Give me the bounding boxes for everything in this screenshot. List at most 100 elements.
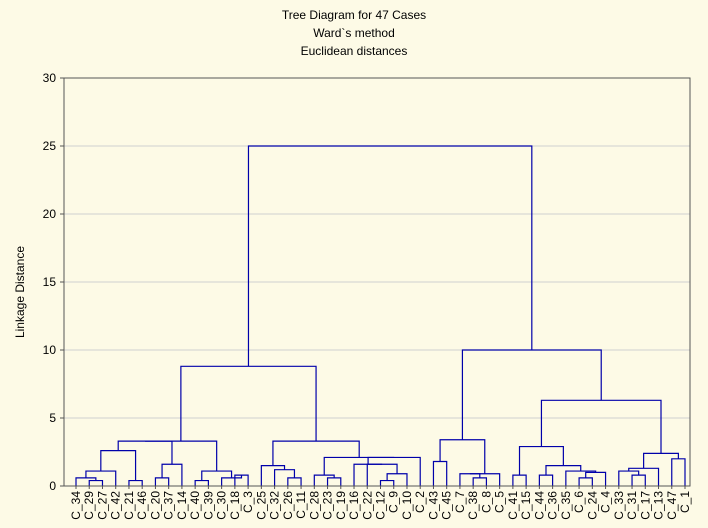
grid-lines (64, 145, 690, 419)
merge-link (469, 473, 501, 486)
dendrogram-links (75, 145, 686, 486)
leaf-label: C_10 (400, 491, 414, 520)
merge-link (671, 458, 686, 486)
leaf-label: C_39 (201, 491, 215, 520)
merge-link (578, 477, 593, 486)
y-axis-label: Linkage Distance (13, 246, 27, 338)
leaf-label: C_4 (599, 491, 613, 513)
leaf-label: C_37 (162, 491, 176, 520)
leaf-label: C_12 (374, 491, 388, 520)
y-tick-label: 5 (49, 411, 56, 425)
y-tick-label: 25 (43, 139, 57, 153)
leaf-label: C_23 (321, 491, 335, 520)
leaf-label: C_5 (493, 491, 507, 513)
merge-link (117, 440, 173, 465)
y-tick-label: 20 (43, 207, 57, 221)
leaf-label: C_18 (228, 491, 242, 520)
y-tick-label: 10 (43, 343, 57, 357)
leaf-label: C_34 (69, 491, 83, 520)
y-tick-label: 0 (49, 479, 56, 493)
leaf-label: C_16 (347, 491, 361, 520)
leaf-label: C_27 (95, 491, 109, 520)
merge-link (260, 465, 286, 486)
merge-link (75, 477, 97, 486)
leaf-label: C_33 (612, 491, 626, 520)
leaf-label: C_9 (387, 491, 401, 513)
chart-titles: Tree Diagram for 47 Cases Ward`s method … (0, 0, 708, 60)
leaf-label: C_14 (175, 491, 189, 520)
merge-link (461, 349, 602, 440)
merge-link (631, 474, 646, 486)
merge-link (194, 479, 209, 486)
merge-link (326, 477, 342, 486)
merge-link (585, 471, 607, 486)
y-tick-label: 15 (43, 275, 57, 289)
merge-link (161, 463, 183, 486)
leaf-label: C_41 (506, 491, 520, 520)
leaf-label: C_17 (638, 491, 652, 520)
chart-subtitle-method: Ward`s method (313, 26, 395, 40)
merge-link (565, 470, 597, 486)
leaf-label: C_22 (360, 491, 374, 520)
merge-link (145, 440, 218, 472)
merge-link (88, 479, 104, 486)
leaf-label: C_13 (652, 491, 666, 520)
leaf-label: C_43 (426, 491, 440, 520)
leaf-label: C_1 (678, 491, 692, 513)
leaf-label: C_11 (294, 491, 308, 519)
merge-link (643, 452, 679, 469)
leaf-label: C_8 (479, 491, 493, 513)
leaf-label: C_35 (559, 491, 573, 520)
leaf-label: C_21 (122, 491, 136, 520)
leaf-label: C_26 (281, 491, 295, 520)
leaf-label: C_31 (625, 491, 639, 520)
y-axis: 0 5 10 15 20 25 30 (43, 71, 64, 493)
leaf-label: C_6 (572, 491, 586, 513)
merge-link (366, 463, 398, 486)
leaf-label: C_3 (241, 491, 255, 513)
y-tick-label: 30 (43, 71, 57, 85)
leaf-label: C_20 (148, 491, 162, 520)
merge-link (247, 145, 533, 367)
merge-link (518, 445, 564, 476)
leaf-label: C_47 (665, 491, 679, 520)
merge-link (618, 470, 640, 486)
merge-link (540, 399, 662, 454)
leaf-label: C_19 (334, 491, 348, 520)
merge-link (538, 474, 554, 486)
merge-link (272, 440, 360, 466)
merge-link (128, 479, 143, 486)
leaf-label: C_24 (585, 491, 599, 520)
merge-link (180, 365, 317, 442)
leaf-label: C_38 (466, 491, 480, 520)
leaf-label: C_36 (546, 491, 560, 520)
leaf-label: C_44 (532, 491, 546, 520)
chart-title: Tree Diagram for 47 Cases (281, 8, 427, 22)
merge-link (154, 477, 170, 486)
merge-link (201, 470, 233, 481)
merge-link (432, 460, 448, 486)
leaf-label: C_40 (188, 491, 202, 520)
merge-link (472, 477, 488, 486)
plot-frame (63, 77, 691, 487)
merge-link (287, 477, 302, 486)
merge-link (386, 473, 408, 486)
merge-link (379, 479, 395, 486)
leaf-label: C_45 (440, 491, 454, 520)
leaf-label: C_2 (413, 491, 427, 513)
merge-link (512, 474, 527, 486)
merge-link (100, 450, 137, 481)
merge-link (323, 456, 395, 476)
leaf-label: C_42 (109, 491, 123, 520)
leaf-label: C_25 (254, 491, 268, 520)
chart-subtitle-distance: Euclidean distances (300, 44, 408, 58)
x-axis-leaf-labels: C_34 C_29 C_27 C_42 C_21 C_46 C_20 C_37 C_14 C_40… (69, 486, 692, 520)
merge-link (459, 473, 481, 486)
leaf-label: C_7 (453, 491, 467, 513)
merge-link (313, 474, 335, 486)
merge-link (353, 463, 383, 486)
merge-link (545, 465, 582, 476)
leaf-label: C_28 (307, 491, 321, 520)
leaf-label: C_46 (135, 491, 149, 520)
